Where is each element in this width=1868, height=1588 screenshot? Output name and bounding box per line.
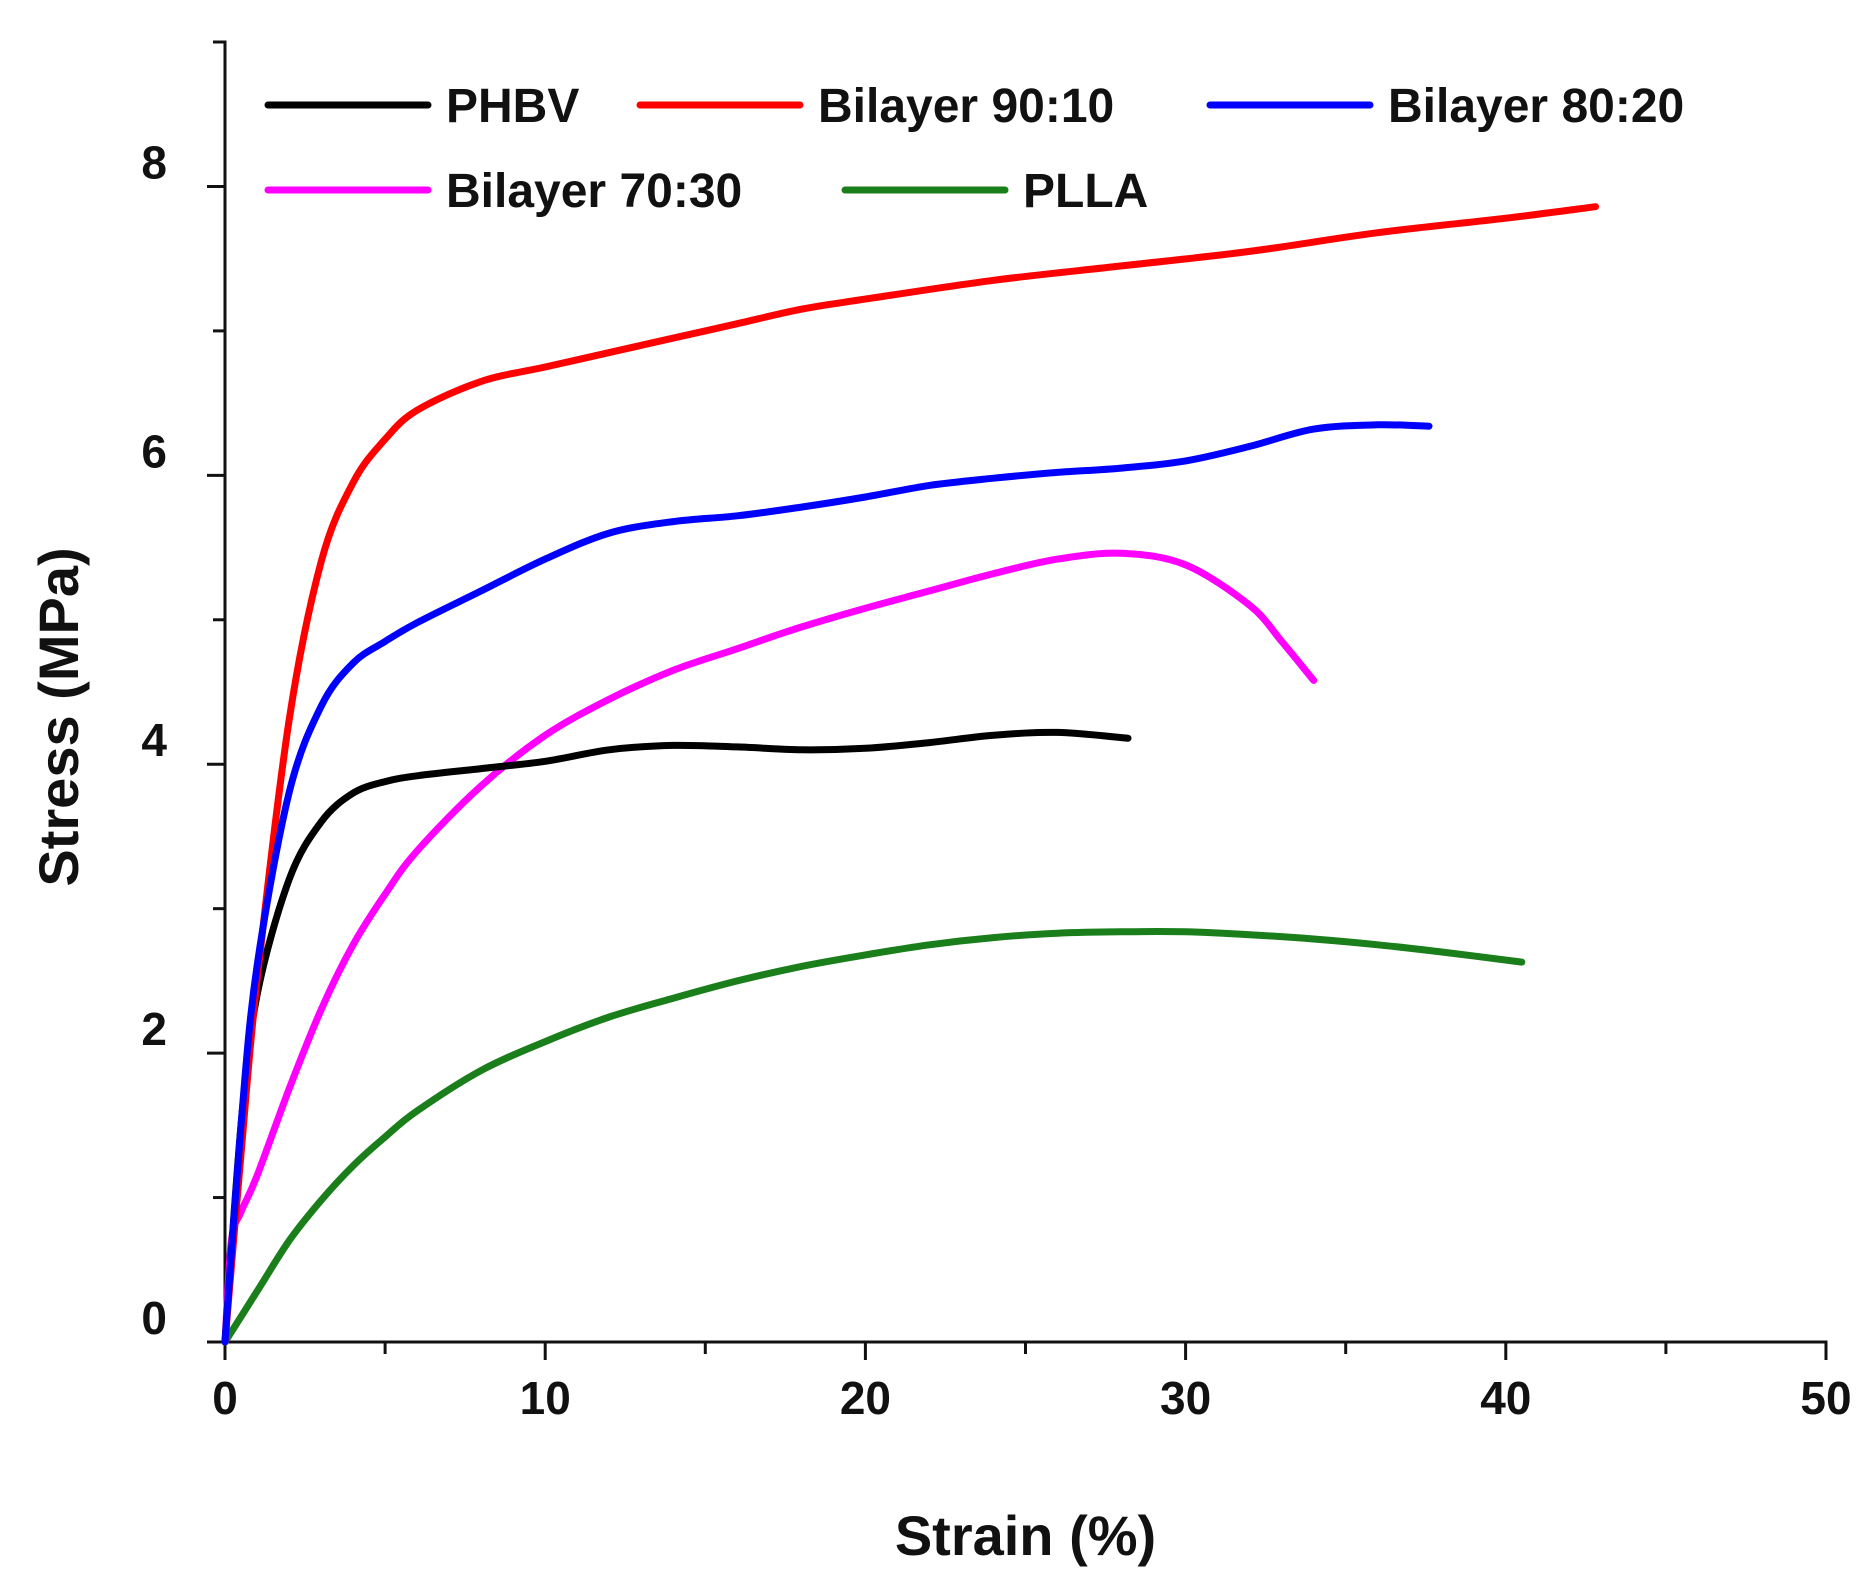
- legend-label-bilayer-70-30: Bilayer 70:30: [446, 165, 742, 218]
- series-line-bilayer-90-10: [221, 203, 1599, 1346]
- legend-label-plla: PLLA: [1023, 165, 1148, 218]
- x-tick-label: 50: [1800, 1372, 1851, 1424]
- series-line-phbv: [221, 728, 1132, 1346]
- legend-label-bilayer-90-10: Bilayer 90:10: [818, 80, 1114, 133]
- y-tick-label: 6: [141, 425, 167, 477]
- legend-label-bilayer-80-20: Bilayer 80:20: [1388, 80, 1684, 133]
- y-tick-label: 0: [141, 1292, 167, 1344]
- legend-label-phbv: PHBV: [446, 80, 579, 133]
- x-tick-label: 20: [840, 1372, 891, 1424]
- y-tick-label: 8: [141, 136, 167, 188]
- series-line-bilayer-70-30: [221, 549, 1318, 1346]
- x-tick-label: 0: [212, 1372, 238, 1424]
- series-lines: [221, 203, 1599, 1346]
- series-line-bilayer-80-20: [221, 421, 1433, 1346]
- y-tick-label: 4: [141, 714, 167, 766]
- x-axis-title: Strain (%): [895, 1504, 1156, 1567]
- y-tick-label: 2: [141, 1003, 167, 1055]
- series-line-plla: [221, 927, 1526, 1346]
- legend: PHBV Bilayer 90:10 Bilayer 80:20 Bilayer 70…: [264, 80, 1684, 218]
- x-tick-label: 30: [1160, 1372, 1211, 1424]
- x-tick-label: 40: [1480, 1372, 1531, 1424]
- y-axis-title: Stress (MPa): [27, 547, 90, 886]
- axes: [223, 40, 1828, 1344]
- ticks: 0 10 20 30 40 50 0 2 4 6 8: [141, 40, 1852, 1424]
- x-tick-label: 10: [520, 1372, 571, 1424]
